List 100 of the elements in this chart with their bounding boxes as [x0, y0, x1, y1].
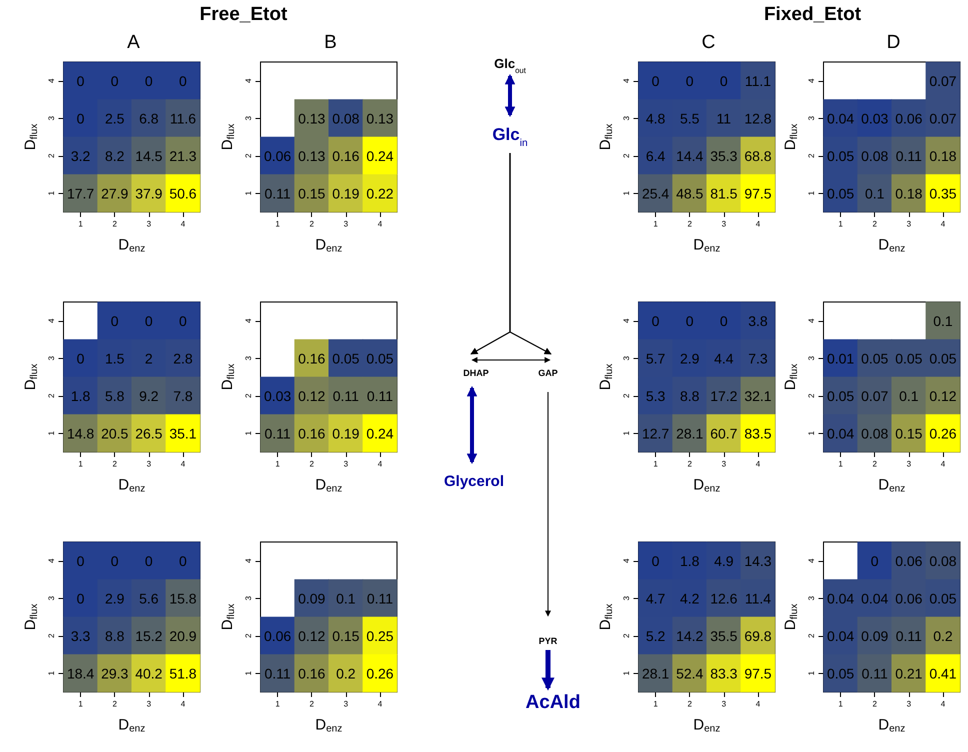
x-tick-label: 4 — [378, 220, 383, 228]
data-label: 0.15 — [895, 425, 923, 442]
data-label: 2.8 — [173, 350, 193, 366]
data-label: 5.7 — [646, 350, 666, 366]
data-label: 0 — [76, 552, 85, 569]
data-label: 97.5 — [744, 185, 772, 202]
y-axis-title: Dflux — [597, 364, 615, 390]
data-label: 29.3 — [101, 665, 129, 682]
x-tick-label: 4 — [180, 460, 186, 468]
y-tick-label: 1 — [244, 190, 253, 196]
data-label: 0.05 — [826, 185, 854, 202]
data-label: 12.7 — [642, 425, 670, 442]
data-label: 3.3 — [70, 628, 91, 644]
data-label: 5.5 — [680, 110, 700, 126]
data-label: 28.1 — [642, 665, 670, 682]
y-tick-label: 4 — [47, 558, 56, 563]
data-label: 4.7 — [646, 590, 666, 606]
data-label: 37.9 — [135, 185, 163, 202]
data-label: 8.8 — [680, 388, 700, 404]
y-tick-label: 2 — [244, 392, 253, 398]
data-label: 0.04 — [826, 110, 854, 126]
data-label: 0.04 — [826, 628, 854, 644]
y-tick-label: 4 — [244, 78, 253, 83]
y-tick-label: 4 — [47, 78, 56, 83]
y-axis-title: Dflux — [22, 124, 40, 150]
x-tick-label: 3 — [722, 700, 727, 708]
data-label: 5.2 — [646, 628, 666, 644]
data-label: 68.8 — [744, 148, 772, 164]
y-axis-title: Dflux — [219, 124, 237, 150]
data-label: 0.11 — [896, 148, 922, 164]
y-tick-label: 3 — [622, 355, 631, 360]
data-label: 0.05 — [332, 350, 360, 366]
data-label: 14.3 — [744, 552, 772, 569]
data-label: 0.05 — [826, 665, 854, 682]
y-tick-label: 1 — [47, 430, 56, 436]
data-label: 17.2 — [710, 388, 738, 404]
data-label: 0.03 — [861, 110, 889, 126]
y-tick-label: 4 — [47, 318, 56, 323]
data-label: 0.08 — [861, 425, 889, 442]
data-label: 0.11 — [896, 628, 922, 644]
y-tick-label: 2 — [622, 392, 631, 398]
data-label: 4.9 — [714, 552, 734, 569]
x-tick-label: 1 — [78, 220, 84, 228]
data-label: 0.06 — [895, 590, 923, 606]
data-label: 0 — [76, 110, 85, 126]
data-label: 0.24 — [366, 148, 394, 164]
x-tick-label: 4 — [756, 700, 761, 708]
data-label: 0.07 — [929, 110, 957, 126]
data-label: 0.16 — [298, 350, 326, 366]
x-tick-label: 3 — [344, 220, 349, 228]
x-tick-label: 3 — [146, 220, 152, 228]
data-label: 0.11 — [264, 185, 291, 202]
data-label: 0 — [179, 312, 188, 329]
y-tick-label: 3 — [807, 115, 816, 120]
y-tick-label: 2 — [47, 392, 56, 398]
y-axis-title: Dflux — [782, 124, 800, 150]
data-label: 14.5 — [135, 148, 163, 164]
x-tick-label: 3 — [344, 460, 349, 468]
data-label: 0.11 — [366, 388, 394, 404]
data-label: 0.1 — [336, 590, 356, 606]
data-label: 0.07 — [861, 388, 889, 404]
x-tick-label: 2 — [687, 220, 692, 228]
data-label: 14.8 — [66, 425, 94, 442]
data-label: 2.9 — [104, 590, 125, 606]
data-label: 14.2 — [676, 628, 704, 644]
data-label: 0 — [686, 312, 694, 329]
x-tick-label: 1 — [275, 220, 280, 228]
x-tick-label: 1 — [653, 220, 658, 228]
x-tick-label: 2 — [112, 460, 118, 468]
x-tick-label: 2 — [872, 460, 878, 468]
data-label: 0.19 — [332, 425, 360, 442]
x-tick-label: 4 — [180, 700, 186, 708]
data-label: 11 — [716, 110, 732, 126]
y-axis-title: Dflux — [782, 604, 800, 630]
y-tick-label: 3 — [622, 595, 631, 600]
x-tick-label: 2 — [112, 700, 118, 708]
data-label: 0 — [652, 312, 660, 329]
data-label: 0.2 — [336, 665, 356, 682]
data-label: 6.4 — [646, 148, 666, 164]
y-tick-label: 4 — [807, 558, 816, 563]
y-tick-label: 3 — [244, 115, 253, 120]
y-tick-label: 1 — [622, 190, 631, 196]
data-label: 0.08 — [929, 552, 957, 569]
data-label: 0.1 — [864, 185, 885, 202]
text: AcAld — [526, 692, 580, 713]
data-label: 0.21 — [895, 665, 923, 682]
x-tick-label: 4 — [940, 700, 946, 708]
data-label: 0.08 — [332, 110, 360, 126]
y-tick-label: 2 — [244, 152, 253, 158]
data-label: 0.12 — [298, 388, 326, 404]
y-axis-title: Dflux — [597, 124, 615, 150]
data-label: 12.6 — [710, 590, 738, 606]
y-tick-label: 2 — [244, 632, 253, 638]
y-axis-title: Dflux — [22, 364, 40, 390]
data-label: 0.11 — [332, 388, 360, 404]
data-label: 0 — [110, 312, 119, 329]
text: Glc$_{in}$ — [492, 125, 528, 148]
data-label: 0 — [179, 72, 188, 89]
x-tick-label: 3 — [146, 460, 152, 468]
data-label: 0.09 — [298, 590, 326, 606]
